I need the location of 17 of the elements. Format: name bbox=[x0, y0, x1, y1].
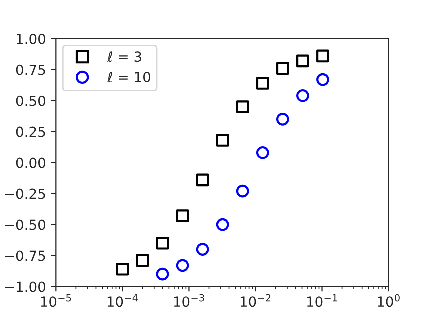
y-tick-label: 1.00 bbox=[17, 34, 46, 44]
y-tick-label: 0.25 bbox=[16, 126, 46, 138]
x-tick-label: 10$^{−2}$ bbox=[240, 294, 271, 308]
y-tick-label: 0.50 bbox=[16, 96, 46, 106]
x-tick-label: 10$^{0}$ bbox=[378, 294, 400, 308]
x-tick-label: 10$^{−3}$ bbox=[174, 294, 204, 308]
y-tick-label: 0.00 bbox=[16, 158, 46, 168]
y-tick-label: 0.75 bbox=[16, 64, 46, 76]
y-tick-label: −0.25 bbox=[5, 188, 46, 200]
x-tick-label: 10$^{−4}$ bbox=[108, 294, 138, 308]
y-tick-label: −0.50 bbox=[5, 220, 46, 230]
y-tick-label: −0.75 bbox=[5, 250, 46, 262]
y-tick-label: −1.00 bbox=[5, 282, 46, 292]
x-tick-label: 10$^{−1}$ bbox=[307, 294, 338, 308]
legend-label: ℓ = 3 bbox=[107, 52, 142, 62]
legend-label: ℓ = 10 bbox=[107, 72, 151, 83]
x-tick-label: 10$^{−5}$ bbox=[41, 294, 72, 308]
